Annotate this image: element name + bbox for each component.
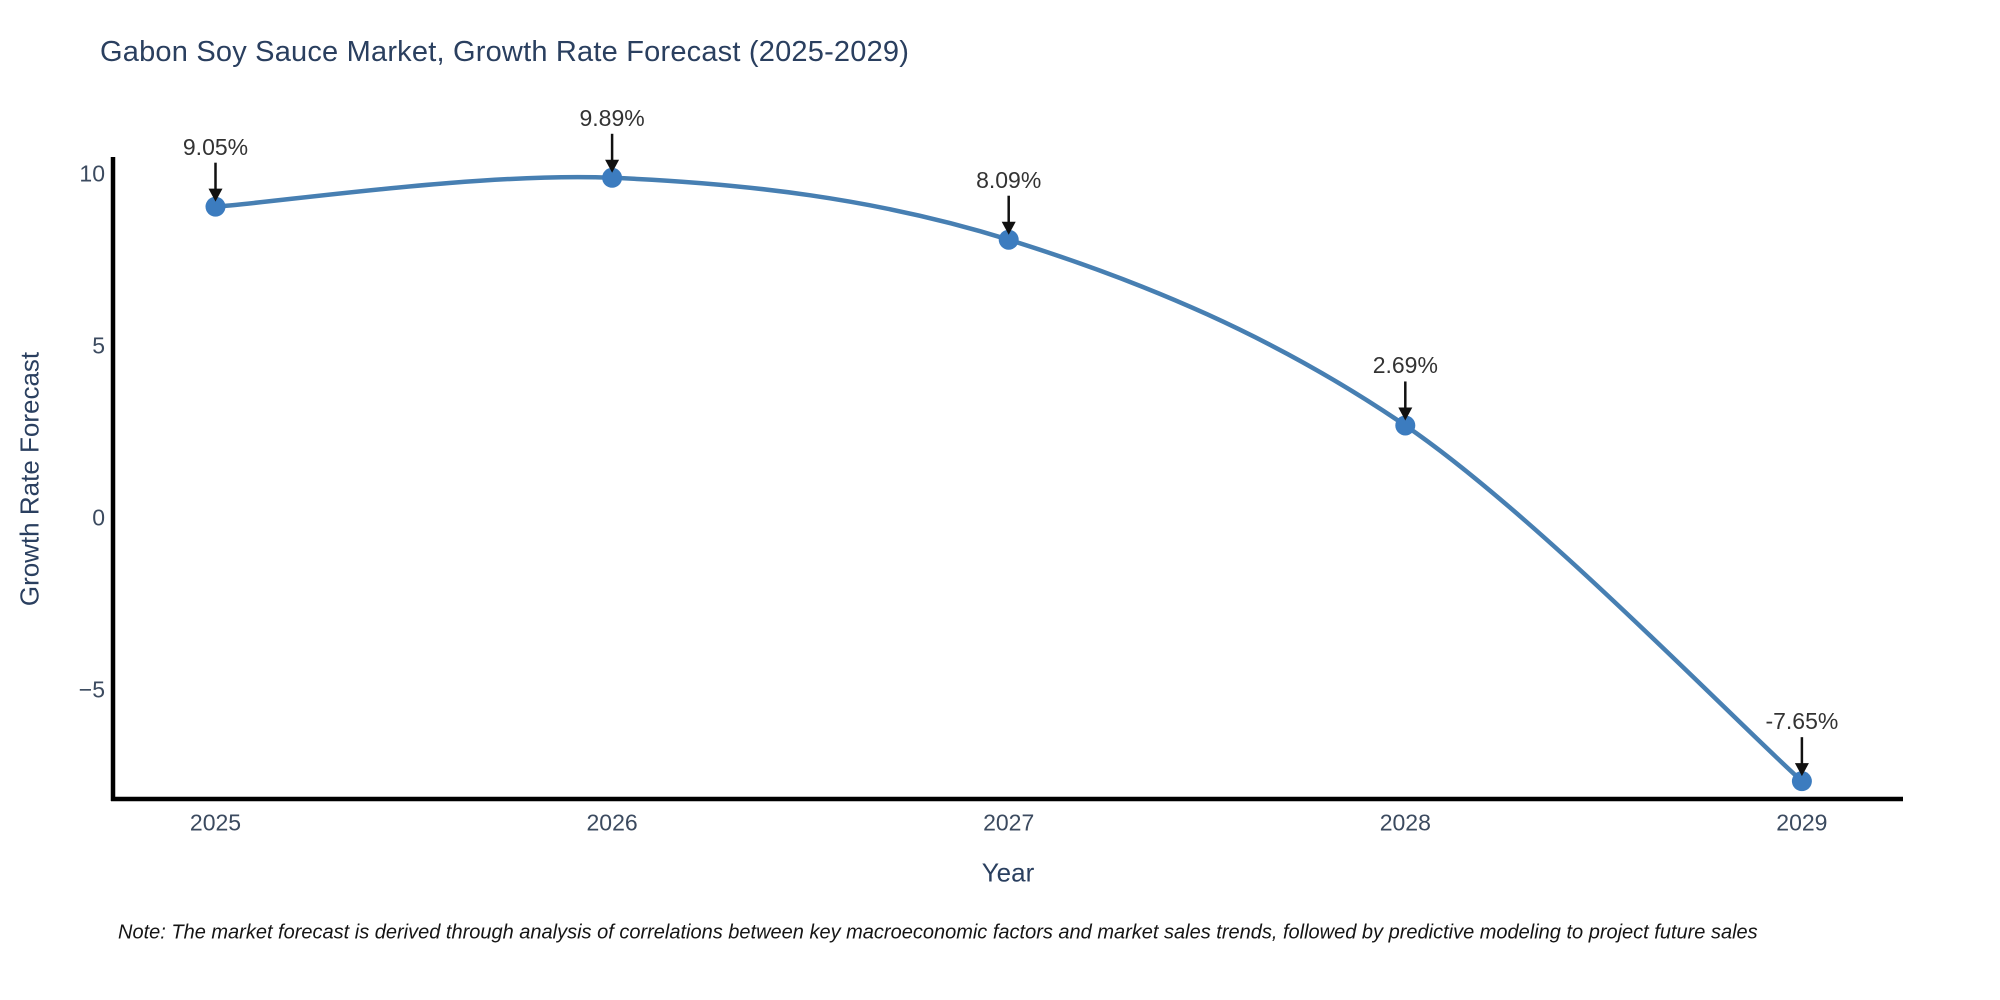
y-tick-label: −5 [78, 676, 105, 703]
x-tick-label: 2027 [983, 809, 1035, 836]
data-point-marker [998, 229, 1019, 250]
y-tick-label: 0 [92, 504, 105, 531]
x-axis-label: Year [981, 857, 1035, 888]
footnote: Note: The market forecast is derived thr… [118, 921, 1758, 944]
trend-line [213, 174, 1805, 784]
y-tick-label: 10 [79, 160, 105, 187]
annotation-label: 2.69% [1372, 352, 1438, 379]
annotation-label: 9.89% [579, 104, 645, 131]
y-axis-label: Growth Rate Forecast [14, 351, 45, 607]
x-tick-label: 2029 [1776, 809, 1828, 836]
annotation-label: -7.65% [1765, 708, 1839, 735]
x-tick-label: 2028 [1379, 809, 1431, 836]
annotation-label: 9.05% [182, 133, 249, 160]
data-point-marker [602, 167, 623, 188]
data-point-marker [1791, 771, 1812, 792]
annotation-arrow-head [1794, 763, 1809, 777]
annotation-label: 8.09% [976, 166, 1042, 193]
annotation-arrow-head [1398, 407, 1413, 421]
y-tick-label: 5 [92, 332, 105, 359]
annotation-arrow-head [1001, 221, 1016, 235]
x-tick-label: 2025 [189, 809, 242, 836]
chart-title: Gabon Soy Sauce Market, Growth Rate Fore… [100, 36, 910, 68]
annotation-arrow-head [605, 159, 620, 173]
data-point-marker [205, 196, 226, 217]
data-point-marker [1395, 415, 1416, 436]
x-tick-label: 2026 [586, 809, 638, 836]
annotation-arrow-head [208, 188, 223, 202]
